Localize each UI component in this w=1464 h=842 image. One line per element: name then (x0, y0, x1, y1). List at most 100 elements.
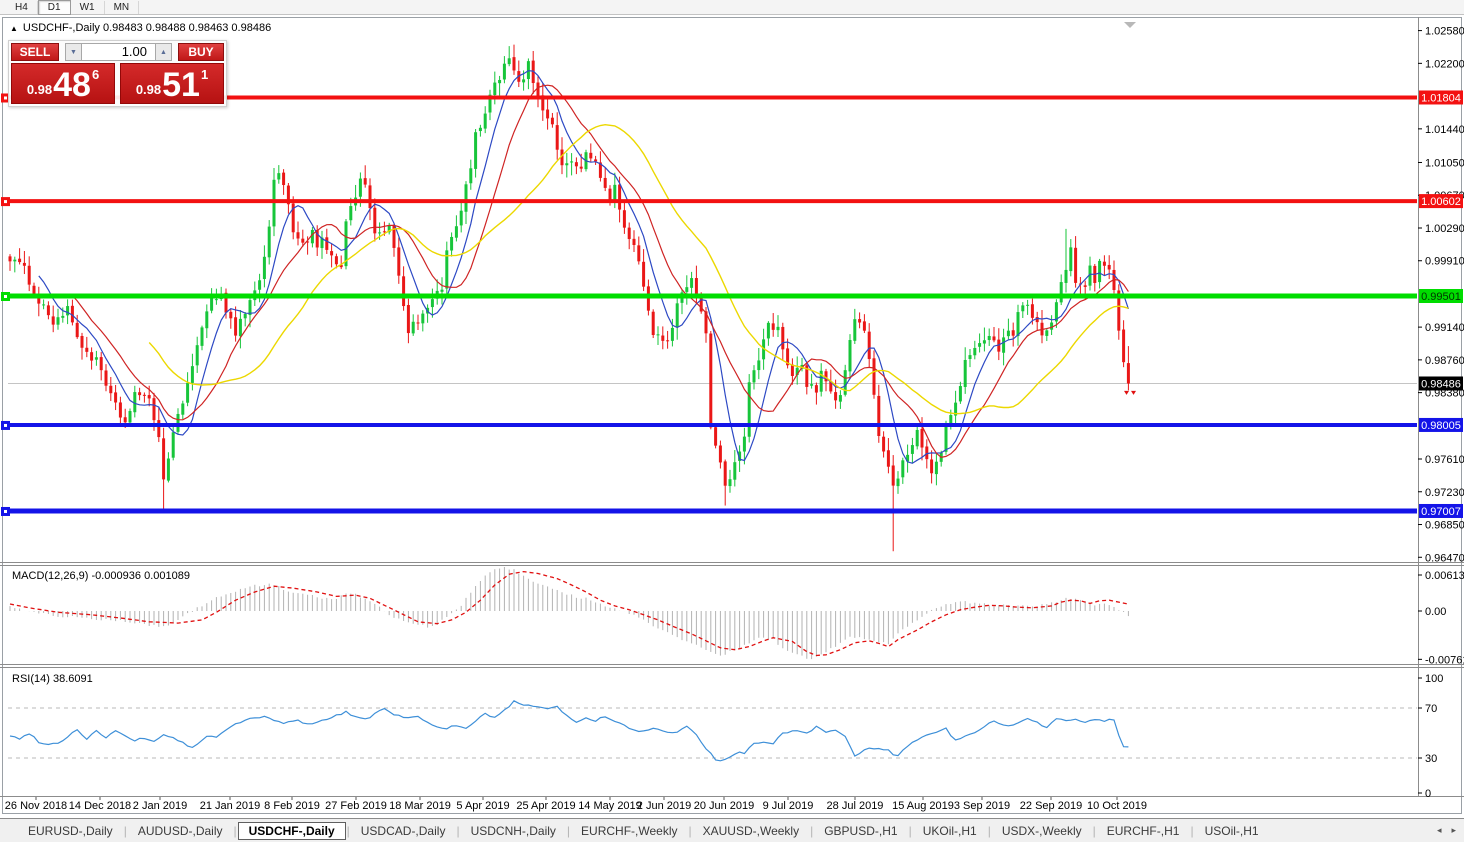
tab-separator: | (456, 823, 460, 838)
price-badge-label: 0.99501 (1421, 291, 1461, 303)
tab-ukoil-h1[interactable]: UKOil-,H1 (922, 823, 977, 838)
symbol-info: USDCHF-,Daily 0.98483 0.98488 0.98463 0.… (10, 22, 271, 34)
tab-separator: | (1092, 823, 1096, 838)
date-axis-label: 9 Jul 2019 (763, 800, 814, 812)
tab-usdx-weekly[interactable]: USDX-,Weekly (1001, 823, 1082, 838)
volume-stepper-up[interactable] (155, 43, 172, 61)
macd-axis-label: 0.00 (1425, 606, 1446, 618)
tab-separator: | (908, 823, 912, 838)
tab-separator: | (123, 823, 127, 838)
price-badge-label: 0.98486 (1421, 378, 1461, 390)
tab-audusd-daily[interactable]: AUDUSD-,Daily (137, 823, 223, 838)
tab-usdchf-daily[interactable]: USDCHF-,Daily (237, 821, 346, 840)
tab-eurchf-h1[interactable]: EURCHF-,H1 (1106, 823, 1180, 838)
date-axis-label: 20 Jun 2019 (694, 800, 755, 812)
buy-price-box[interactable]: 0.98 51 1 (120, 63, 224, 104)
price-badge-label: 0.98005 (1421, 420, 1461, 432)
tab-separator: | (346, 823, 350, 838)
chart-window: 1.02580 1.02200 1.01440 1.01050 1.00 6 70 1.002… (0, 16, 1464, 814)
price-axis-label: 0.97610 (1425, 454, 1464, 466)
tab-scroll-arrows (1437, 825, 1456, 836)
price-axis-label: 0.99140 (1425, 322, 1464, 334)
buy-price-sup: 1 (200, 67, 209, 82)
date-axis-label: 22 Sep 2019 (1020, 800, 1082, 812)
volume-stepper-down[interactable] (65, 43, 82, 61)
sell-price-box[interactable]: 0.98 48 6 (11, 63, 115, 104)
timeframe-button-w1[interactable]: W1 (71, 0, 105, 14)
tab-eurusd-daily[interactable]: EURUSD-,Daily (28, 823, 113, 838)
macd-indicator-label: MACD(12,26,9) -0.000936 0.001089 (12, 570, 190, 582)
timeframe-button-mn[interactable]: MN (105, 0, 140, 14)
tab-scroll-right-icon[interactable] (1451, 825, 1456, 836)
date-axis-label: 8 Feb 2019 (264, 800, 320, 812)
price-axis-label: 1.00290 (1425, 223, 1464, 235)
tab-separator: | (688, 823, 692, 838)
tab-usoil-h1[interactable]: USOil-,H1 (1204, 823, 1259, 838)
rsi-axis-label: 100 (1425, 673, 1443, 685)
price-axis-label: 0.98760 (1425, 355, 1464, 367)
sell-price-frac: 0.98 (26, 82, 53, 97)
macd-axis-label: -0.007612 (1425, 654, 1464, 666)
chart-bg (0, 16, 1464, 814)
level-edge-marker-dot (4, 96, 7, 100)
tab-separator: | (233, 823, 237, 838)
chart-autoscroll-icon[interactable] (1124, 22, 1136, 28)
chart-canvas[interactable]: 1.02580 1.02200 1.01440 1.01050 1.00 6 70 1.002… (0, 16, 1464, 814)
price-axis-label: 1.02200 (1425, 58, 1464, 70)
ma-line-7 (38, 70, 1129, 464)
rsi-axis-label: 0 (1425, 788, 1431, 800)
sell-button[interactable]: SELL (11, 43, 59, 61)
volume-input[interactable]: 1.00 (82, 43, 155, 61)
date-axis-label: 18 Mar 2019 (389, 800, 451, 812)
level-edge-marker-dot (4, 295, 7, 298)
price-axis-label: 1.01440 (1425, 124, 1464, 136)
price-badge (1419, 503, 1463, 518)
date-axis-label: 25 Apr 2019 (516, 800, 575, 812)
price-badge (1419, 376, 1463, 391)
tab-separator: | (566, 823, 571, 838)
rsi-pane (8, 700, 1417, 762)
chart-window-frame (2, 17, 1462, 814)
price-axis-label: 0.98380 (1425, 388, 1464, 400)
tab-scroll-left-icon[interactable] (1437, 825, 1442, 836)
date-axis-label: 10 Oct 2019 (1087, 800, 1147, 812)
price-axis-label: 0.97230 (1425, 487, 1464, 499)
tab-usdcnh-daily[interactable]: USDCNH-,Daily (470, 823, 556, 838)
timeframe-toolbar: H4 D1 W1 MN (0, 0, 1464, 15)
price-badge (1419, 289, 1463, 303)
tab-eurchf-weekly[interactable]: EURCHF-,Weekly (581, 823, 678, 838)
price-axis-label: 1.01050 (1425, 157, 1464, 169)
date-axis-label: 5 Apr 2019 (456, 800, 509, 812)
date-axis-label: 28 Jul 2019 (827, 800, 884, 812)
tab-separator: | (810, 823, 814, 838)
timeframe-button-d1[interactable]: D1 (37, 0, 71, 15)
trade-arrow-icon (1131, 390, 1136, 395)
buy-price-big: 51 (162, 66, 200, 105)
date-axis-label: 27 Feb 2019 (325, 800, 387, 812)
date-axis-label: 2 Jan 2019 (133, 800, 187, 812)
macd-axis-label: 0.00613 (1425, 570, 1464, 582)
sell-price-big: 48 (53, 66, 91, 105)
macd-pane (9, 567, 1129, 660)
buy-button[interactable]: BUY (178, 43, 224, 61)
date-axis-label: 3 Sep 2019 (954, 800, 1010, 812)
sell-price-sup: 6 (91, 67, 100, 82)
tab-xauusd-weekly[interactable]: XAUUSD-,Weekly (702, 823, 800, 838)
date-axis-label: 14 Dec 2018 (69, 800, 131, 812)
tab-usdcad-daily[interactable]: USDCAD-,Daily (360, 823, 446, 838)
timeframe-button-h4[interactable]: H4 (6, 0, 38, 14)
tab-gbpusd-h1[interactable]: GBPUSD-,H1 (824, 823, 898, 838)
chart-tab-bar: EURUSD-,Daily | AUDUSD-,Daily | USDCHF-,Dail… (0, 818, 1464, 842)
price-badge-label: 1.01804 (1421, 92, 1461, 104)
level-edge-marker-dot (4, 200, 7, 204)
collapse-triangle-icon[interactable] (10, 22, 18, 34)
rsi-axis-label: 70 (1425, 703, 1437, 715)
trade-arrow-icon (1124, 390, 1129, 395)
symbol-ohlc-text: USDCHF-,Daily 0.98483 0.98488 0.98463 0.… (22, 22, 272, 34)
price-badge (1419, 90, 1463, 105)
date-axis-label: 2 Jun 2019 (637, 800, 691, 812)
date-axis-label: 26 Nov 2018 (5, 800, 67, 812)
price-badge (1419, 194, 1463, 209)
one-click-trade-panel: SELL 1.00 BUY 0.98 48 6 0.98 51 1 (8, 40, 227, 107)
rsi-line (9, 700, 1129, 762)
